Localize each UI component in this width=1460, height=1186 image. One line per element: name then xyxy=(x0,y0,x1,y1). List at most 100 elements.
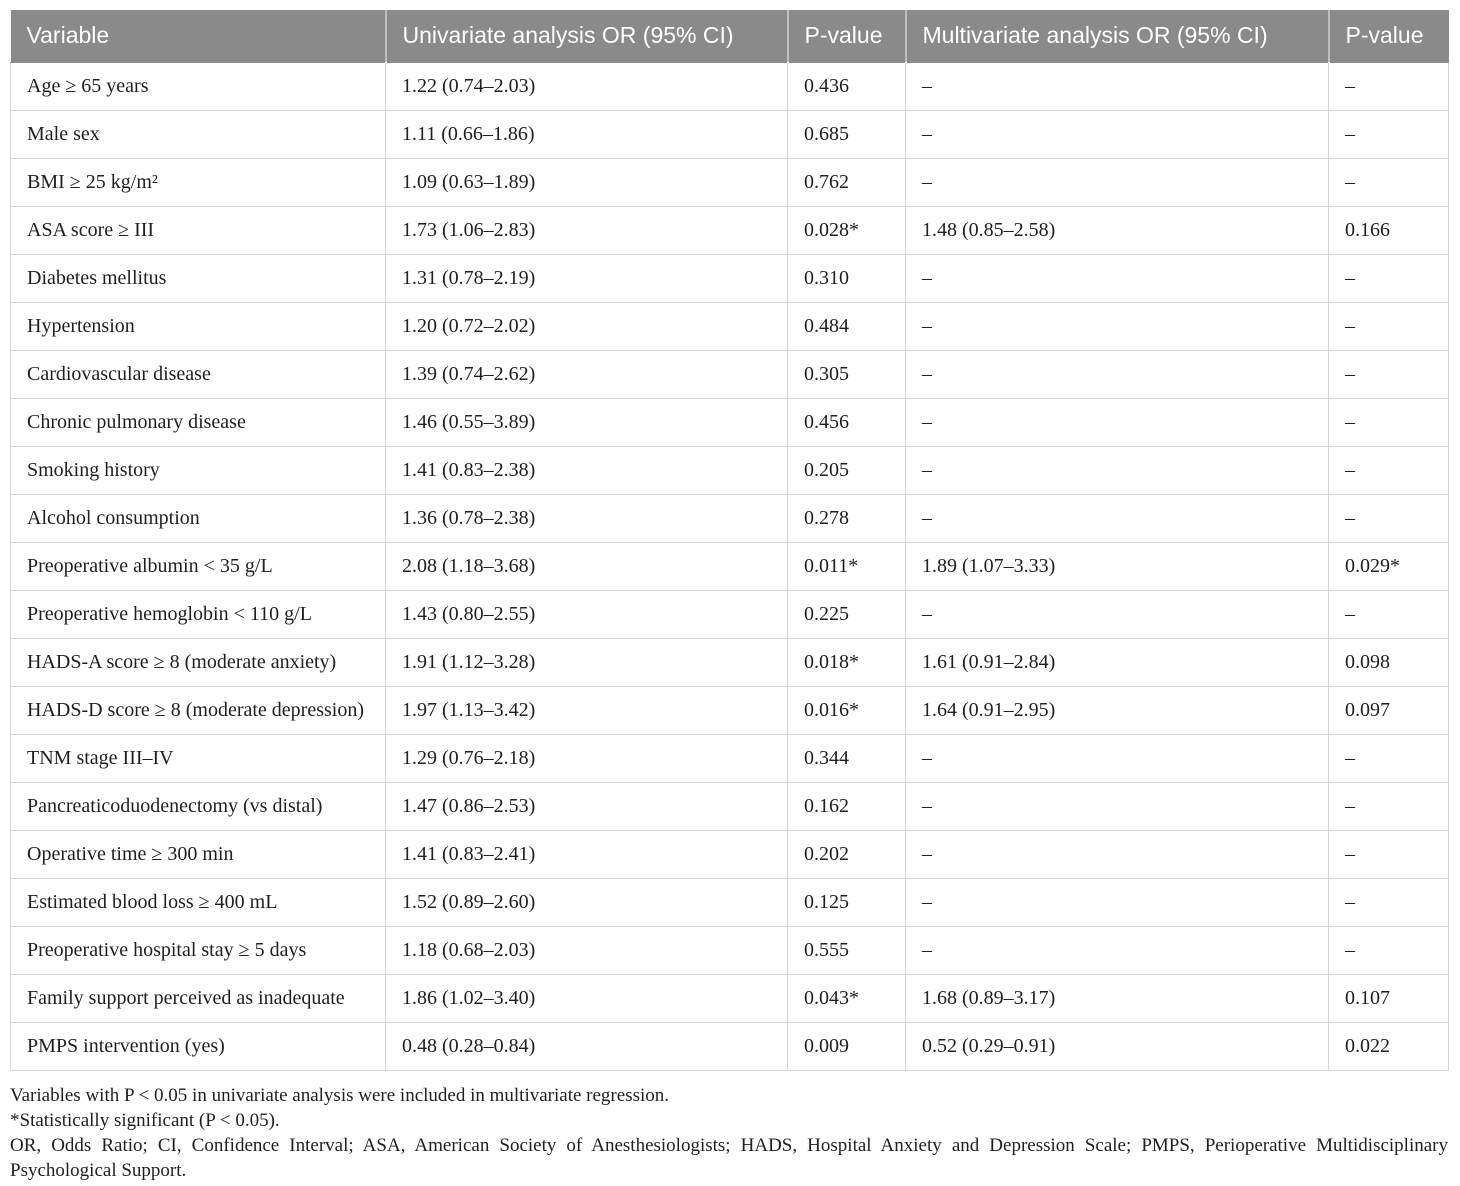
cell-multivariate-pvalue: – xyxy=(1328,157,1449,207)
cell-multivariate-or: – xyxy=(905,925,1329,975)
cell-univariate-or: 1.86 (1.02–3.40) xyxy=(385,973,788,1023)
cell-univariate-pvalue: 0.011* xyxy=(787,541,906,591)
cell-multivariate-pvalue: – xyxy=(1328,253,1449,303)
table-row: TNM stage III–IV 1.29 (0.76–2.18) 0.344 … xyxy=(10,733,1449,783)
cell-multivariate-or: – xyxy=(905,733,1329,783)
cell-variable: Operative time ≥ 300 min xyxy=(10,829,386,879)
column-header-univariate-or: Univariate analysis OR (95% CI) xyxy=(384,10,788,63)
cell-variable: Alcohol consumption xyxy=(10,493,386,543)
cell-multivariate-or: – xyxy=(905,349,1329,399)
cell-univariate-or: 1.36 (0.78–2.38) xyxy=(385,493,788,543)
table-row: Male sex 1.11 (0.66–1.86) 0.685 – – xyxy=(10,109,1449,159)
cell-variable: Preoperative albumin < 35 g/L xyxy=(10,541,386,591)
cell-multivariate-pvalue: – xyxy=(1328,877,1449,927)
table-row: Diabetes mellitus 1.31 (0.78–2.19) 0.310… xyxy=(10,253,1449,303)
cell-multivariate-pvalue: 0.097 xyxy=(1328,685,1449,735)
cell-variable: Chronic pulmonary disease xyxy=(10,397,386,447)
cell-multivariate-pvalue: – xyxy=(1328,445,1449,495)
cell-variable: Male sex xyxy=(10,109,386,159)
cell-multivariate-pvalue: – xyxy=(1328,493,1449,543)
cell-multivariate-or: 1.64 (0.91–2.95) xyxy=(905,685,1329,735)
footnote-significance: *Statistically significant (P < 0.05). xyxy=(10,1109,280,1131)
results-table-page: Variable Univariate analysis OR (95% CI)… xyxy=(10,10,1449,1183)
cell-univariate-or: 1.18 (0.68–2.03) xyxy=(385,925,788,975)
cell-multivariate-pvalue: 0.029* xyxy=(1328,541,1449,591)
cell-univariate-pvalue: 0.555 xyxy=(787,925,906,975)
table-row: Preoperative hemoglobin < 110 g/L 1.43 (… xyxy=(10,589,1449,639)
cell-multivariate-pvalue: – xyxy=(1328,733,1449,783)
column-header-variable: Variable xyxy=(10,10,386,63)
cell-univariate-or: 1.97 (1.13–3.42) xyxy=(385,685,788,735)
table-row: HADS-A score ≥ 8 (moderate anxiety) 1.91… xyxy=(10,637,1449,687)
cell-multivariate-or: – xyxy=(905,253,1329,303)
cell-variable: BMI ≥ 25 kg/m² xyxy=(10,157,386,207)
cell-multivariate-or: – xyxy=(905,877,1329,927)
cell-variable: Family support perceived as inadequate xyxy=(10,973,386,1023)
cell-univariate-pvalue: 0.043* xyxy=(787,973,906,1023)
cell-multivariate-or: – xyxy=(905,493,1329,543)
table-row: Preoperative hospital stay ≥ 5 days 1.18… xyxy=(10,925,1449,975)
cell-variable: Cardiovascular disease xyxy=(10,349,386,399)
cell-multivariate-pvalue: – xyxy=(1328,925,1449,975)
cell-univariate-pvalue: 0.278 xyxy=(787,493,906,543)
cell-multivariate-or: 1.89 (1.07–3.33) xyxy=(905,541,1329,591)
footnote-abbreviations: OR, Odds Ratio; CI, Confidence Interval;… xyxy=(10,1134,1448,1181)
table-row: Smoking history 1.41 (0.83–2.38) 0.205 –… xyxy=(10,445,1449,495)
cell-multivariate-pvalue: 0.098 xyxy=(1328,637,1449,687)
table-row: Operative time ≥ 300 min 1.41 (0.83–2.41… xyxy=(10,829,1449,879)
cell-univariate-pvalue: 0.310 xyxy=(787,253,906,303)
table-body: Age ≥ 65 years 1.22 (0.74–2.03) 0.436 – … xyxy=(10,61,1449,1071)
cell-multivariate-or: – xyxy=(905,397,1329,447)
cell-univariate-pvalue: 0.456 xyxy=(787,397,906,447)
cell-univariate-or: 1.41 (0.83–2.41) xyxy=(385,829,788,879)
table-row: PMPS intervention (yes) 0.48 (0.28–0.84)… xyxy=(10,1021,1449,1071)
table-footnotes: Variables with P < 0.05 in univariate an… xyxy=(10,1083,1448,1183)
cell-variable: HADS-D score ≥ 8 (moderate depression) xyxy=(10,685,386,735)
cell-univariate-or: 1.41 (0.83–2.38) xyxy=(385,445,788,495)
table-row: Cardiovascular disease 1.39 (0.74–2.62) … xyxy=(10,349,1449,399)
cell-univariate-or: 1.22 (0.74–2.03) xyxy=(385,61,788,111)
cell-univariate-or: 1.20 (0.72–2.02) xyxy=(385,301,788,351)
cell-multivariate-or: – xyxy=(905,781,1329,831)
column-header-multivariate-or: Multivariate analysis OR (95% CI) xyxy=(904,10,1329,63)
cell-univariate-or: 1.46 (0.55–3.89) xyxy=(385,397,788,447)
cell-variable: HADS-A score ≥ 8 (moderate anxiety) xyxy=(10,637,386,687)
cell-univariate-pvalue: 0.009 xyxy=(787,1021,906,1071)
cell-multivariate-pvalue: – xyxy=(1328,301,1449,351)
table-row: Hypertension 1.20 (0.72–2.02) 0.484 – – xyxy=(10,301,1449,351)
table-row: Age ≥ 65 years 1.22 (0.74–2.03) 0.436 – … xyxy=(10,61,1449,111)
cell-univariate-or: 2.08 (1.18–3.68) xyxy=(385,541,788,591)
cell-univariate-pvalue: 0.125 xyxy=(787,877,906,927)
cell-multivariate-pvalue: – xyxy=(1328,397,1449,447)
cell-multivariate-pvalue: 0.166 xyxy=(1328,205,1449,255)
footnote-inclusion-criteria: Variables with P < 0.05 in univariate an… xyxy=(10,1084,670,1106)
cell-multivariate-or: 1.61 (0.91–2.84) xyxy=(905,637,1329,687)
cell-univariate-pvalue: 0.205 xyxy=(787,445,906,495)
table-row: ASA score ≥ III 1.73 (1.06–2.83) 0.028* … xyxy=(10,205,1449,255)
cell-multivariate-pvalue: – xyxy=(1328,589,1449,639)
cell-variable: Smoking history xyxy=(10,445,386,495)
cell-univariate-pvalue: 0.202 xyxy=(787,829,906,879)
cell-multivariate-pvalue: – xyxy=(1328,61,1449,111)
cell-multivariate-or: – xyxy=(905,301,1329,351)
cell-variable: Age ≥ 65 years xyxy=(10,61,386,111)
cell-univariate-or: 1.52 (0.89–2.60) xyxy=(385,877,788,927)
cell-univariate-pvalue: 0.225 xyxy=(787,589,906,639)
column-header-multivariate-pvalue: P-value xyxy=(1327,10,1449,63)
cell-univariate-or: 1.09 (0.63–1.89) xyxy=(385,157,788,207)
table-row: Family support perceived as inadequate 1… xyxy=(10,973,1449,1023)
cell-univariate-or: 1.73 (1.06–2.83) xyxy=(385,205,788,255)
cell-univariate-or: 0.48 (0.28–0.84) xyxy=(385,1021,788,1071)
cell-univariate-or: 1.31 (0.78–2.19) xyxy=(385,253,788,303)
cell-multivariate-or: – xyxy=(905,829,1329,879)
table-row: Pancreaticoduodenectomy (vs distal) 1.47… xyxy=(10,781,1449,831)
cell-univariate-pvalue: 0.762 xyxy=(787,157,906,207)
cell-multivariate-or: – xyxy=(905,61,1329,111)
cell-univariate-pvalue: 0.028* xyxy=(787,205,906,255)
cell-multivariate-or: – xyxy=(905,445,1329,495)
cell-univariate-pvalue: 0.344 xyxy=(787,733,906,783)
cell-variable: ASA score ≥ III xyxy=(10,205,386,255)
cell-multivariate-or: 1.68 (0.89–3.17) xyxy=(905,973,1329,1023)
cell-univariate-pvalue: 0.685 xyxy=(787,109,906,159)
column-header-univariate-pvalue: P-value xyxy=(786,10,906,63)
